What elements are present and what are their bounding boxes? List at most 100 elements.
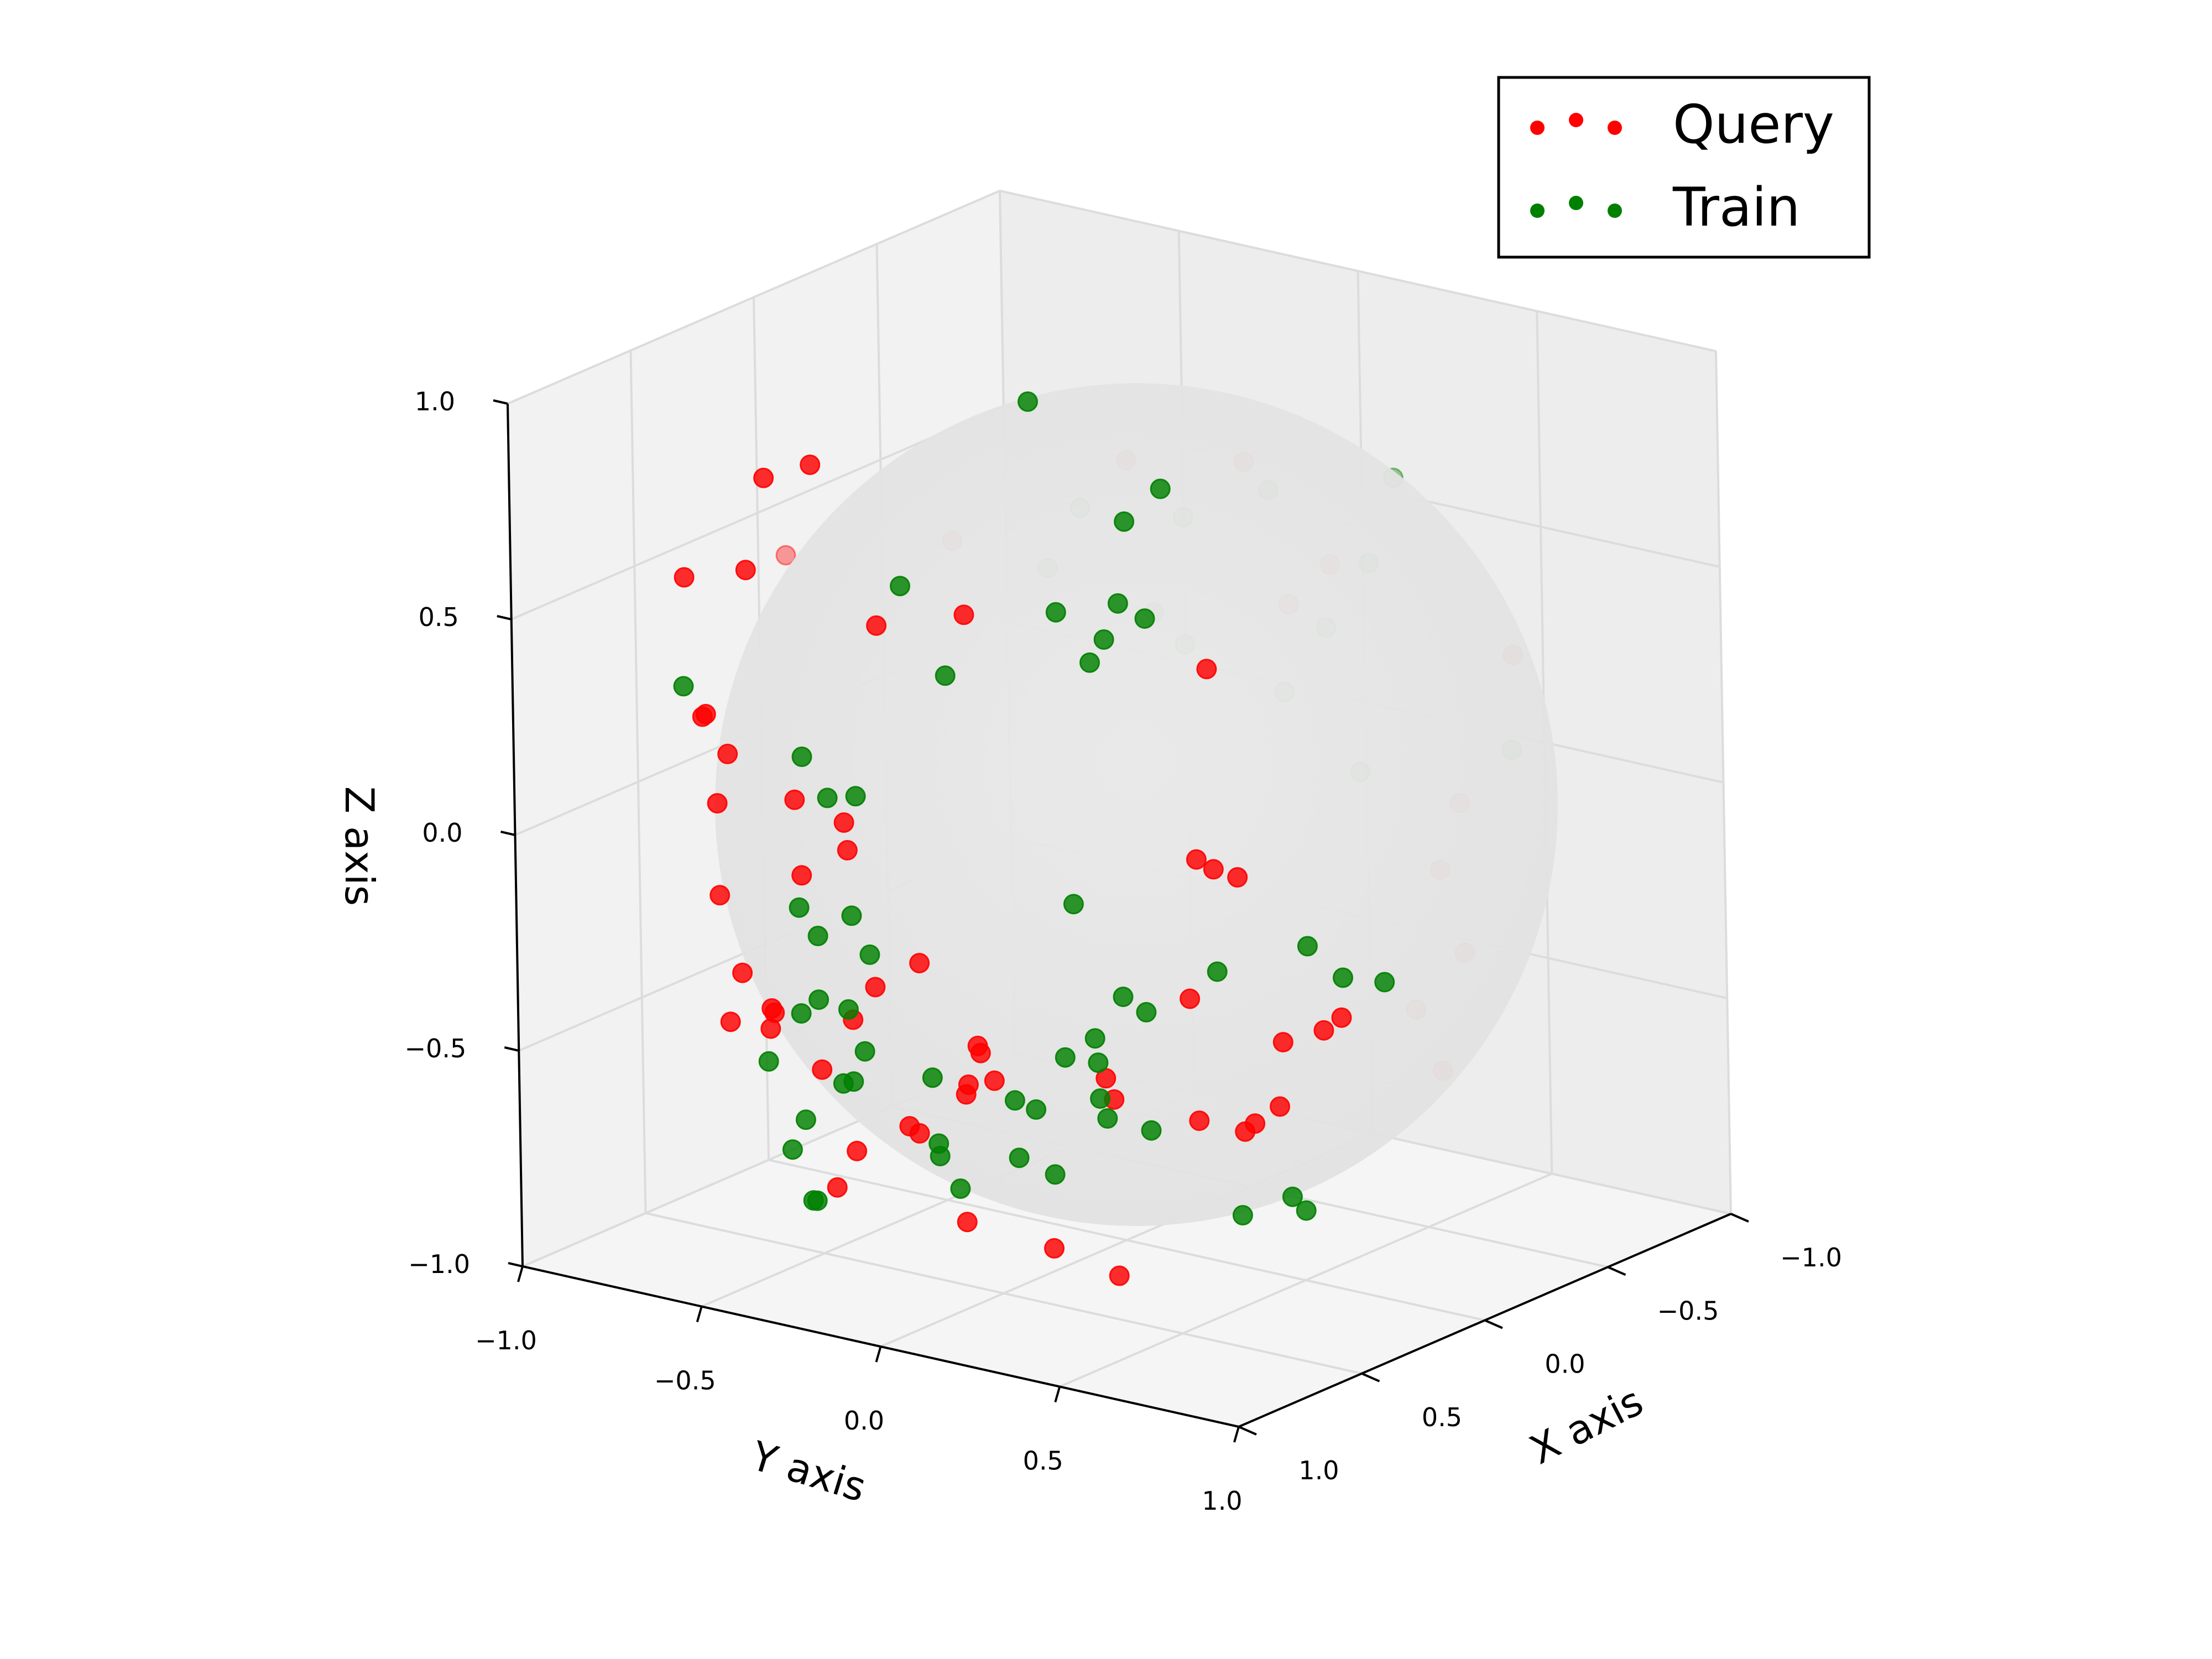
query-point: [1203, 859, 1224, 880]
train-point: [807, 926, 828, 946]
train-point: [1232, 1205, 1253, 1225]
grid-line: [510, 405, 1004, 620]
grid-line: [1715, 351, 1732, 1214]
train-point: [950, 1178, 971, 1199]
train-point: [807, 1190, 828, 1211]
grid-line: [645, 1212, 1362, 1375]
train-point: [930, 1146, 951, 1167]
z-tick-mark: [493, 399, 508, 405]
tick-labels: −1.0 −1.0 −1.0 −0.5 −0.5 −0.5 0.0 0.0 0.0 0.5 0.5 0…: [405, 387, 1842, 1516]
query-point: [866, 615, 887, 636]
train-point: [838, 999, 859, 1020]
query-point: [709, 885, 731, 906]
x-tick-label: 0.0: [1545, 1349, 1585, 1379]
legend: Query Train: [1497, 76, 1871, 259]
x-tick-label: 0.5: [1422, 1402, 1462, 1432]
train-point: [1296, 1200, 1317, 1221]
query-point: [827, 1177, 848, 1198]
y-tick-mark: [517, 1266, 524, 1282]
train-point: [782, 1139, 803, 1160]
legend-frame: [1497, 76, 1871, 259]
train-point: [1045, 1164, 1066, 1185]
train-point: [922, 1067, 943, 1088]
y-tick-label: 0.5: [1023, 1446, 1063, 1476]
z-tick-label: −0.5: [405, 1034, 467, 1063]
z-tick-label: 1.0: [415, 387, 455, 416]
z-axis-label: Z axis: [336, 786, 383, 906]
x-axis-label: X axis: [1522, 1378, 1650, 1473]
x-tick-mark: [1484, 1319, 1503, 1329]
legend-marker-query: [1569, 113, 1583, 127]
legend-label-train: Train: [1672, 176, 1800, 238]
train-point: [859, 944, 880, 965]
train-point: [1009, 1147, 1030, 1168]
train-point: [1374, 972, 1395, 993]
query-point: [958, 1074, 979, 1095]
legend-marker-train: [1530, 204, 1545, 218]
grid-line: [999, 190, 1717, 352]
legend-label-query: Query: [1673, 93, 1834, 155]
train-point: [1079, 652, 1100, 673]
train-point: [845, 786, 866, 807]
query-point: [953, 604, 974, 625]
x-tick-label: 1.0: [1298, 1455, 1339, 1485]
train-point: [1207, 961, 1228, 982]
x-tick-mark: [1361, 1372, 1380, 1383]
train-point: [841, 905, 862, 926]
train-point: [1150, 478, 1171, 499]
train-point: [1026, 1099, 1047, 1120]
train-point: [1004, 1090, 1025, 1111]
y-axis-label: Y axis: [745, 1432, 871, 1511]
query-point: [800, 455, 821, 475]
z-tick-label: 0.5: [419, 602, 459, 632]
y-tick-label: 1.0: [1202, 1486, 1242, 1516]
train-point: [789, 897, 810, 918]
train-point: [1093, 629, 1114, 650]
query-point: [1189, 1110, 1210, 1131]
y-tick-label: 0.0: [844, 1406, 884, 1436]
train-point: [833, 1073, 854, 1094]
train-point: [791, 1003, 812, 1024]
query-point: [692, 706, 713, 727]
query-point: [717, 743, 738, 764]
train-point: [1113, 987, 1134, 1008]
query-point: [735, 560, 756, 581]
train-point: [1063, 894, 1084, 915]
train-point: [890, 576, 910, 597]
grid-line: [629, 350, 647, 1213]
x-tick-label: −1.0: [1780, 1243, 1842, 1272]
query-point: [909, 953, 930, 974]
train-point: [791, 747, 812, 767]
query-point: [837, 840, 858, 860]
x-tick-mark: [1607, 1266, 1626, 1276]
train-point: [1114, 511, 1135, 532]
query-point: [753, 467, 774, 488]
query-point: [707, 793, 728, 814]
query-point: [674, 567, 695, 588]
train-point: [808, 989, 830, 1010]
query-point: [833, 812, 854, 833]
train-point: [1134, 608, 1155, 629]
query-point: [775, 545, 796, 566]
train-point: [935, 665, 956, 686]
train-point: [1045, 602, 1066, 623]
query-point: [847, 1140, 868, 1161]
legend-marker-query: [1530, 121, 1545, 135]
train-point: [673, 676, 694, 697]
query-point: [1313, 1020, 1334, 1041]
z-tick-mark: [504, 1046, 519, 1052]
z-tick-label: 0.0: [422, 818, 462, 848]
query-point: [1186, 849, 1207, 870]
y-tick-mark: [1054, 1386, 1061, 1403]
train-point: [1297, 936, 1318, 957]
train-point: [1018, 391, 1038, 412]
train-point: [1136, 1001, 1157, 1022]
query-point: [967, 1035, 988, 1056]
train-point: [758, 1051, 779, 1072]
query-point: [1227, 867, 1248, 888]
z-tick-mark: [497, 615, 512, 620]
query-point: [1235, 1121, 1256, 1142]
train-point: [1282, 1186, 1303, 1207]
legend-marker-train: [1608, 204, 1622, 218]
